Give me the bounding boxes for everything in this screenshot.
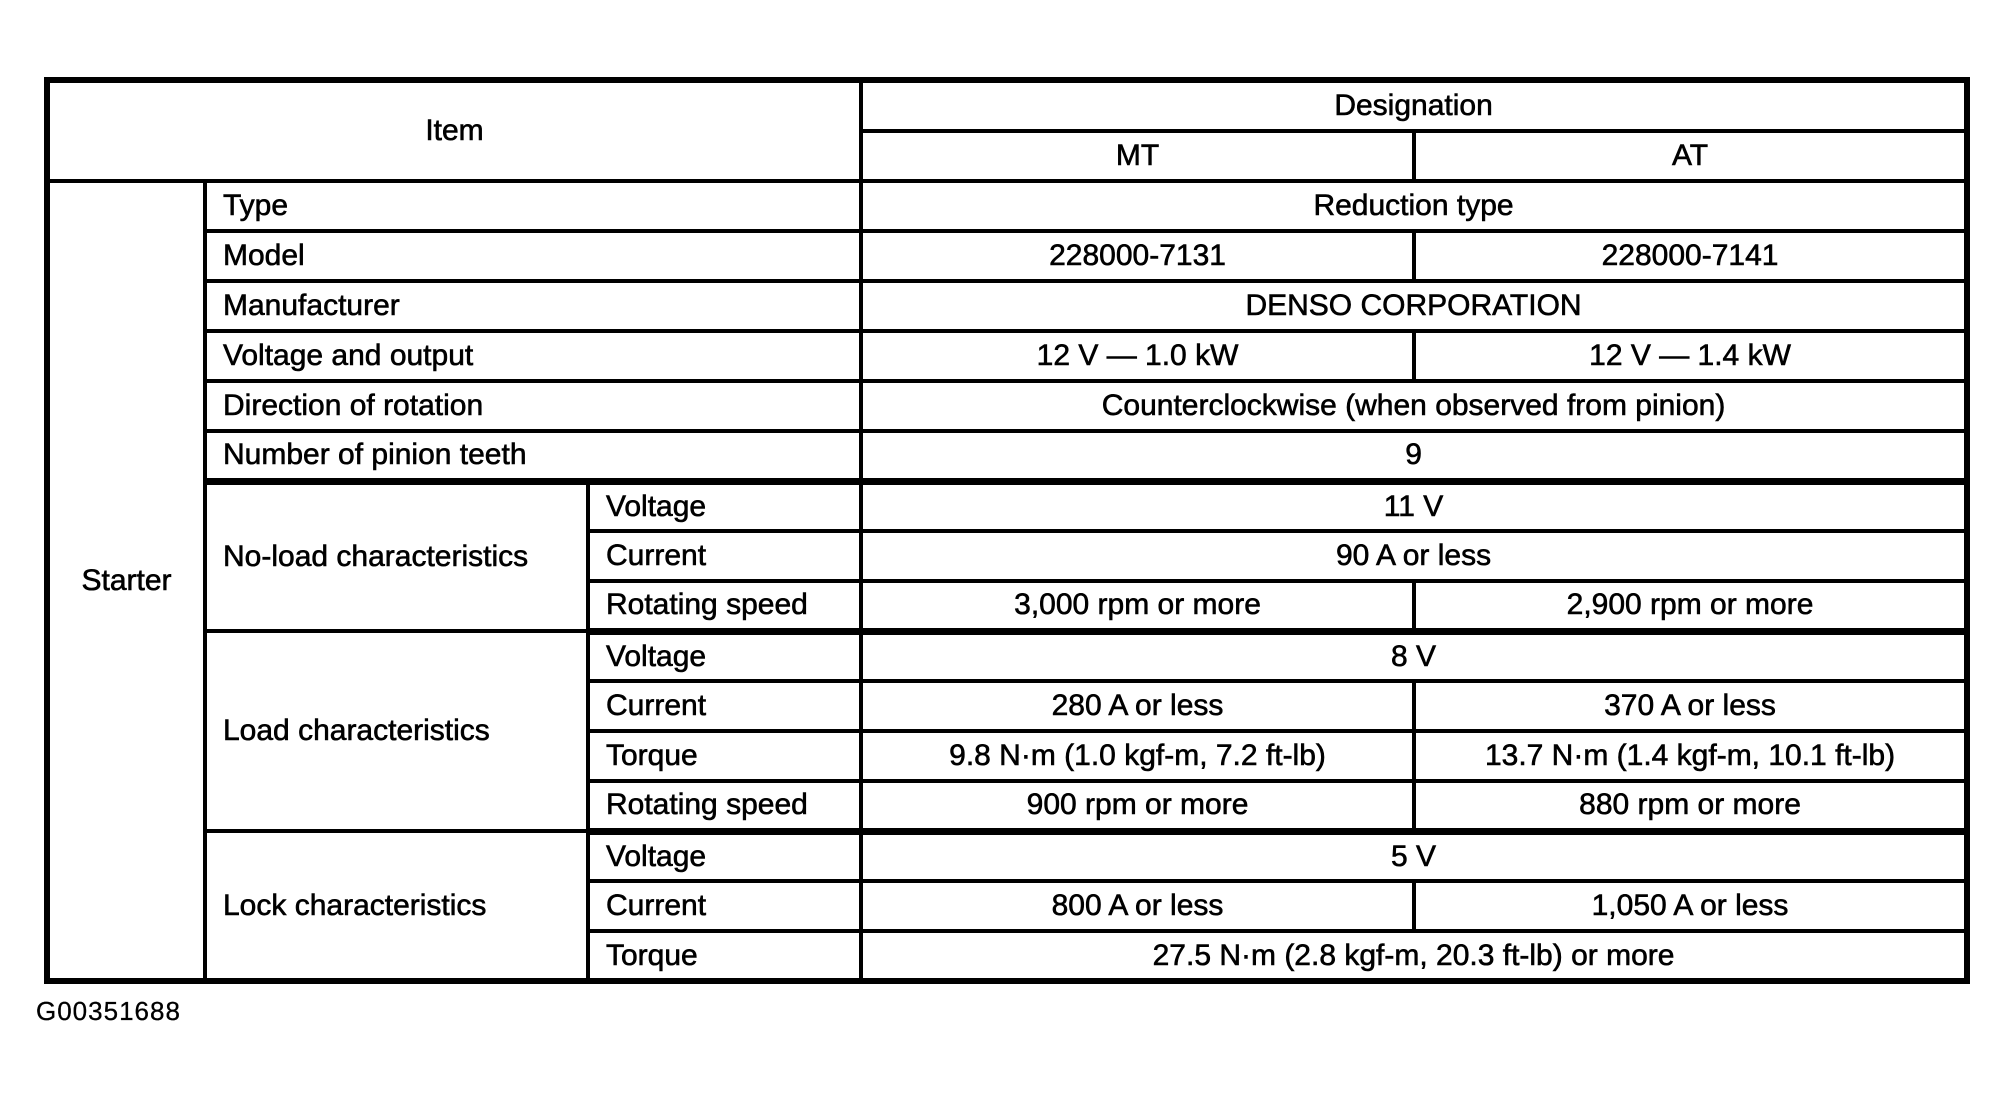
value-lock-current-mt: 800 A or less (859, 879, 1417, 933)
value-load-voltage: 8 V (859, 629, 1970, 683)
sublabel-load-rotating-speed: Rotating speed (585, 779, 864, 835)
sublabel-load-current: Current (585, 679, 864, 733)
value-no-load-rotating-speed-at: 2,900 rpm or more (1412, 579, 1970, 635)
group-label-lock: Lock characteristics (203, 829, 590, 983)
sublabel-load-torque: Torque (585, 729, 864, 783)
value-voltage-output-at: 12 V — 1.4 kW (1412, 329, 1970, 383)
sublabel-lock-voltage: Voltage (585, 829, 864, 883)
value-load-torque-at: 13.7 N·m (1.4 kgf-m, 10.1 ft-lb) (1412, 729, 1970, 783)
value-load-rotating-speed-at: 880 rpm or more (1412, 779, 1970, 835)
sublabel-no-load-rotating-speed: Rotating speed (585, 579, 864, 635)
value-pinion-teeth: 9 (859, 429, 1970, 485)
row-label-pinion-teeth: Number of pinion teeth (202, 429, 864, 485)
group-label-no-load: No-load characteristics (203, 479, 590, 633)
row-label-type: Type (202, 179, 864, 233)
value-model-at: 228000-7141 (1412, 229, 1970, 283)
value-voltage-output-mt: 12 V — 1.0 kW (859, 329, 1417, 383)
group-label-load: Load characteristics (203, 629, 590, 833)
mt-column-header: MT (859, 129, 1417, 183)
row-label-voltage-output: Voltage and output (202, 329, 864, 383)
value-no-load-voltage: 11 V (859, 479, 1970, 533)
value-no-load-current: 90 A or less (859, 529, 1970, 583)
row-label-model: Model (202, 229, 864, 283)
at-column-header: AT (1412, 129, 1970, 183)
item-header-cell: Item (44, 78, 864, 183)
figure-code: G00351688 (36, 996, 181, 1026)
value-load-torque-mt: 9.8 N·m (1.0 kgf-m, 7.2 ft-lb) (859, 729, 1417, 783)
value-lock-current-at: 1,050 A or less (1412, 879, 1970, 933)
value-lock-torque: 27.5 N·m (2.8 kgf-m, 20.3 ft-lb) or more (859, 929, 1970, 983)
sublabel-lock-torque: Torque (585, 929, 864, 983)
row-label-manufacturer: Manufacturer (202, 279, 864, 333)
value-manufacturer: DENSO CORPORATION (859, 279, 1970, 333)
value-model-mt: 228000-7131 (859, 229, 1417, 283)
value-load-current-at: 370 A or less (1412, 679, 1970, 733)
value-load-current-mt: 280 A or less (859, 679, 1417, 733)
sublabel-lock-current: Current (585, 879, 864, 933)
starter-spec-table: Item Designation MT AT Starter Type Redu… (44, 77, 1971, 984)
starter-group-cell: Starter (45, 179, 207, 983)
sublabel-no-load-current: Current (585, 529, 864, 583)
value-direction-of-rotation: Counterclockwise (when observed from pin… (859, 379, 1970, 433)
value-lock-voltage: 5 V (859, 829, 1970, 883)
designation-header-cell: Designation (859, 78, 1970, 133)
value-load-rotating-speed-mt: 900 rpm or more (859, 779, 1417, 835)
value-type: Reduction type (859, 179, 1970, 233)
value-no-load-rotating-speed-mt: 3,000 rpm or more (859, 579, 1417, 635)
sublabel-load-voltage: Voltage (585, 629, 864, 683)
sublabel-no-load-voltage: Voltage (585, 479, 864, 533)
row-label-direction-of-rotation: Direction of rotation (202, 379, 864, 433)
